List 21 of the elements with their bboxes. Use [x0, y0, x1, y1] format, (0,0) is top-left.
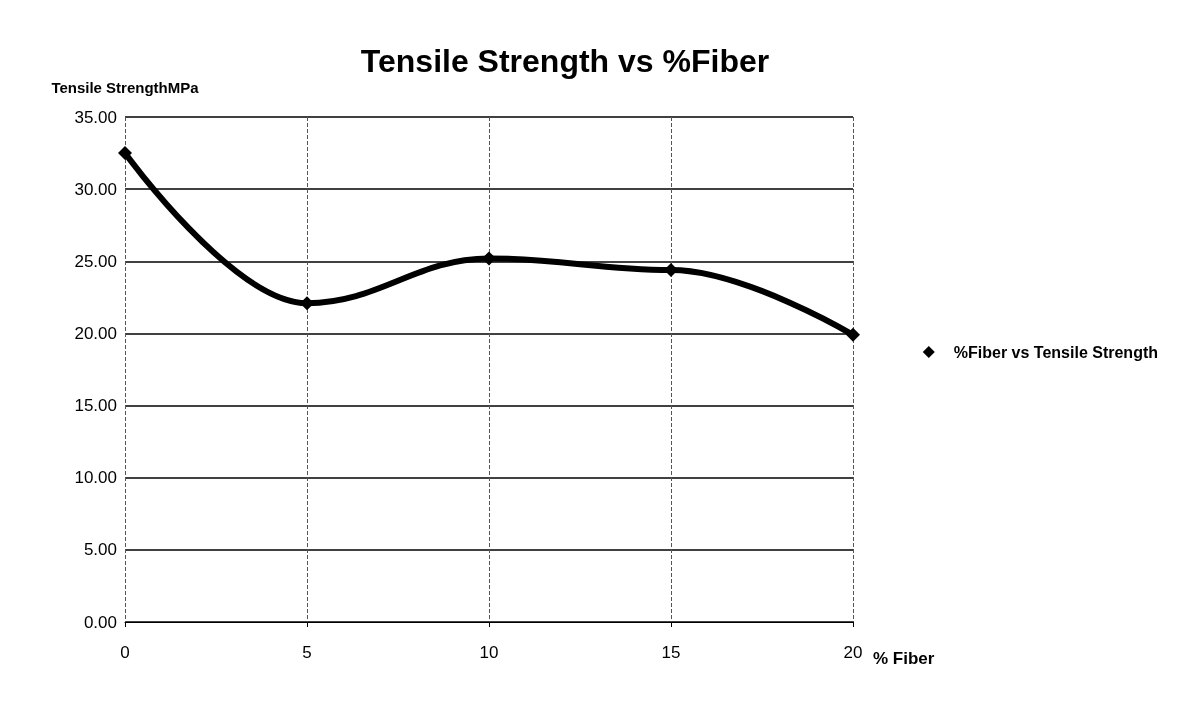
x-tick-label: 20	[843, 643, 863, 662]
y-tick-label: 10.00	[74, 468, 117, 488]
x-tick-label: 5	[302, 643, 312, 662]
y-axis-title: Tensile StrengthMPa	[51, 79, 200, 96]
y-tick-label: 30.00	[74, 179, 117, 199]
y-tick-label: 35.00	[74, 107, 117, 127]
y-tick-label: 5.00	[83, 540, 117, 560]
legend-label: %Fiber vs Tensile Strength	[953, 343, 1159, 361]
y-tick-label: 15.00	[74, 396, 117, 416]
chart-title: Tensile Strength vs %Fiber	[360, 43, 770, 79]
y-tick-label: 20.00	[74, 323, 117, 343]
point	[300, 296, 314, 311]
x-tick-label: 10	[479, 643, 499, 662]
x-axis-title: % Fiber	[873, 649, 935, 668]
point	[482, 251, 496, 266]
x-tick-label: 15	[661, 643, 681, 662]
point	[846, 327, 860, 342]
y-tick-label: 0.00	[83, 612, 117, 632]
y-tick-label: 25.00	[74, 251, 117, 271]
point	[118, 146, 132, 161]
x-tick-label: 0	[120, 643, 130, 662]
